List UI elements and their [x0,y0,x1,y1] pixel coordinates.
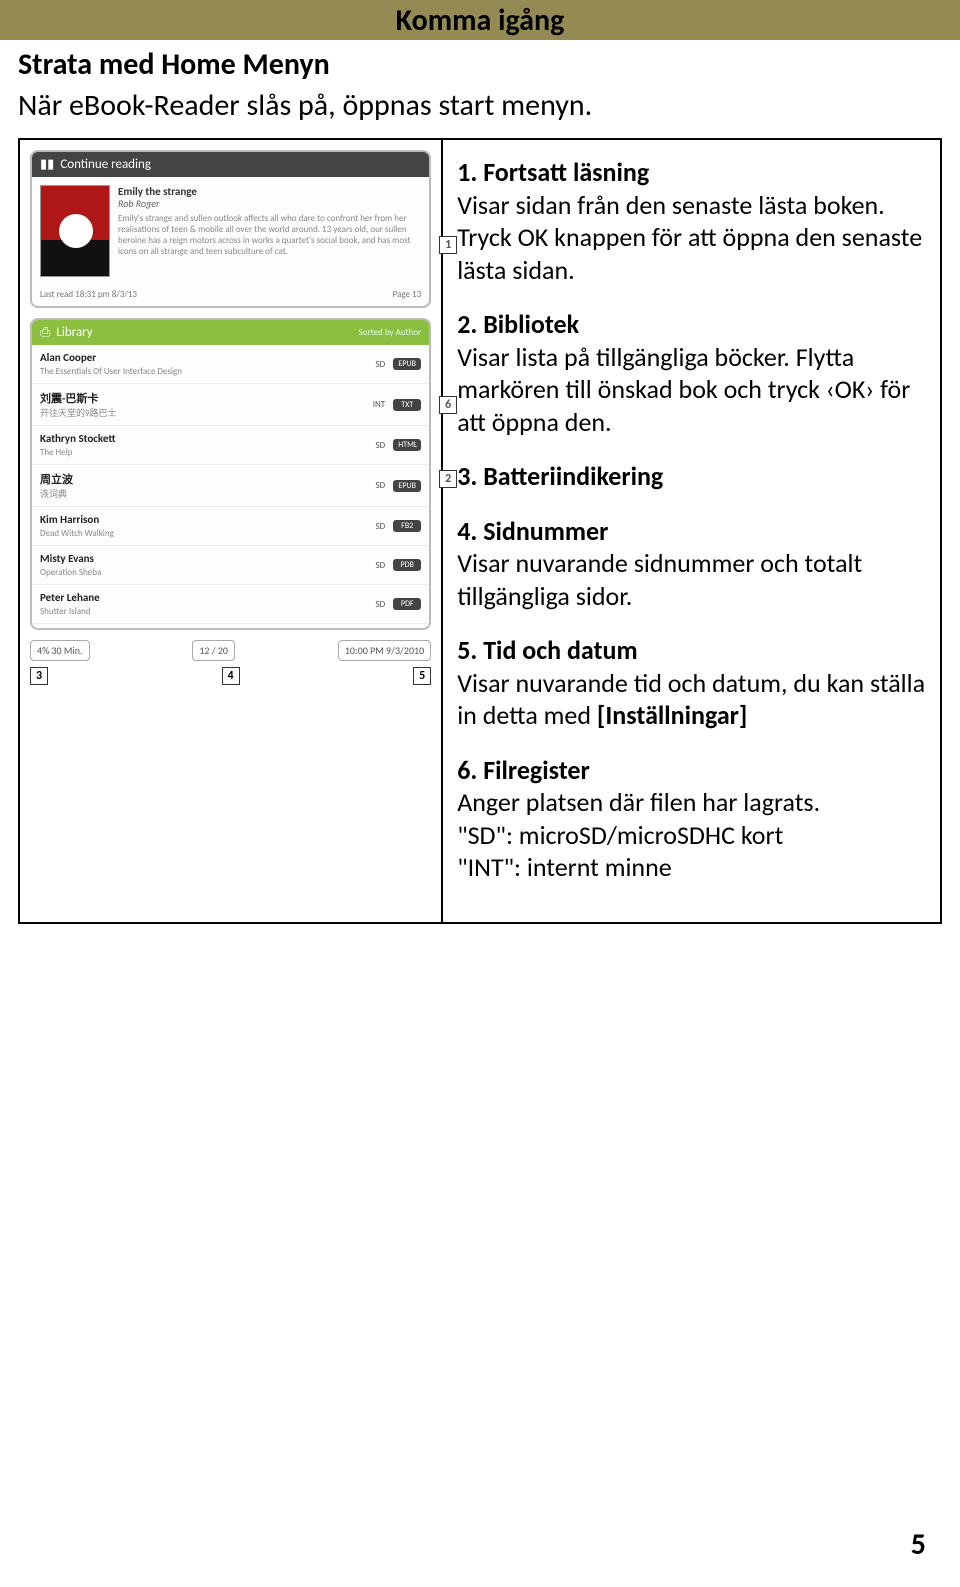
callout-4: 4 [222,667,240,685]
row-name: 周立波诙词典 [40,471,376,500]
row-format: PDF [393,598,421,610]
row-format: TXT [393,399,421,411]
description-title: 5. Tid och datum [457,634,637,666]
banner-title: Komma igång [396,2,565,39]
row-location: SD [376,560,386,571]
description-body-line: Anger platsen där filen har lagrats. [457,786,820,818]
row-location: SD [376,440,386,451]
description-title: 2. Bibliotek [457,308,579,340]
library-sort: Sorted by Author [359,327,422,338]
status-row: 4% 30 Min. 12 / 20 10:00 PM 9/3/2010 [30,640,431,661]
library-panel: ⎙ Library Sorted by Author Alan CooperTh… [30,318,431,630]
library-row: Kim HarrisonDead Witch WalkingSD FB2 [32,507,429,546]
pages-box: 12 / 20 [192,640,235,661]
content-table: ▮▮ Continue reading Emily the strange Ro… [18,138,942,924]
description-title: 4. Sidnummer [457,515,608,547]
row-format: EPUB [393,480,421,492]
row-format: EPUB [393,358,421,370]
row-location: SD [376,521,386,532]
description-body-line: Visar nuvarande tid och datum, du kan st… [457,667,925,732]
row-location: SD [376,359,386,370]
library-row: 刘震-巴斯卡开往天堂的9路巴士INT TXT [32,384,429,426]
row-name: Alan CooperThe Essentials Of User Interf… [40,351,376,377]
callout-1: 1 [439,236,457,254]
description-item: 5. Tid och datumVisar nuvarande tid och … [457,634,926,732]
page-info: Page 13 [393,289,422,300]
description-title: 6. Filregister [457,754,590,786]
row-format: PDB [393,559,421,571]
book-icon: ▮▮ [40,157,54,172]
description-item: 4. SidnummerVisar nuvarande sidnummer oc… [457,515,926,613]
description-body-line: Visar nuvarande sidnummer och totalt til… [457,547,862,612]
description-body-line: Visar sidan från den senaste lästa boken… [457,189,922,286]
clock-text: 10:00 PM 9/3/2010 [345,644,424,657]
row-name: 刘震-巴斯卡开往天堂的9路巴士 [40,390,373,419]
description-cell: 1. Fortsatt läsningVisar sidan från den … [443,140,940,922]
library-row: Kathryn StockettThe HelpSD HTML [32,426,429,465]
row-format: FB2 [393,520,421,532]
library-row: Peter LehaneShutter IslandSD PDF [32,585,429,624]
row-location: SD [376,599,386,610]
clock-box: 10:00 PM 9/3/2010 [338,640,431,661]
description-body-line: "INT": internt minne [457,851,672,883]
row-name: Misty EvansOperation Sheba [40,552,376,578]
library-row: Alan CooperThe Essentials Of User Interf… [32,345,429,384]
row-name: Peter LehaneShutter Island [40,591,376,617]
callout-5: 5 [413,667,431,685]
screenshot-cell: ▮▮ Continue reading Emily the strange Ro… [20,140,443,922]
continue-reading-panel: ▮▮ Continue reading Emily the strange Ro… [30,150,431,308]
description-item: 6. FilregisterAnger platsen där filen ha… [457,754,926,884]
last-read: Last read 18:31 pm 8/3/13 [40,289,137,300]
description-title: 3. Batteriindikering [457,460,663,492]
row-name: Kathryn StockettThe Help [40,432,376,458]
library-row: Misty EvansOperation ShebaSD PDB [32,546,429,585]
book-title: Emily the strange [118,185,421,198]
library-row: 周立波诙词典SD EPUB [32,465,429,507]
library-icon: ⎙ [40,325,50,340]
description-item: 3. Batteriindikering [457,460,926,493]
section-banner: Komma igång [0,0,960,40]
book-cover-thumb [40,185,110,277]
description-body-line: "SD": microSD/microSDHC kort [457,819,783,851]
description-body-line: Visar lista på tillgängliga böcker. Flyt… [457,341,910,438]
library-header: ⎙ Library Sorted by Author [32,320,429,345]
continue-header: ▮▮ Continue reading [32,152,429,177]
callout-3: 3 [30,667,48,685]
description-item: 1. Fortsatt läsningVisar sidan från den … [457,156,926,286]
callout-2: 2 [439,470,457,488]
book-description: Emily's strange and sullen outlook affec… [118,213,411,256]
row-location: SD [376,480,386,491]
page-heading: Strata med Home Menyn [0,40,960,83]
row-name: Kim HarrisonDead Witch Walking [40,513,376,539]
book-author: Rob Roger [118,198,421,210]
page-number: 5 [911,1526,926,1563]
continue-header-text: Continue reading [60,157,151,172]
battery-text: 4% 30 Min. [37,644,83,657]
callout-6: 6 [439,396,457,414]
row-format: HTML [393,439,421,451]
library-header-text: Library [56,325,352,340]
description-title: 1. Fortsatt läsning [457,156,649,188]
battery-box: 4% 30 Min. [30,640,90,661]
row-location: INT [373,399,385,410]
book-blurb: Emily the strange Rob Roger Emily's stra… [118,185,421,277]
page-subline: När eBook-Reader slås på, öppnas start m… [0,83,960,138]
pages-text: 12 / 20 [199,644,228,657]
description-item: 2. BibliotekVisar lista på tillgängliga … [457,308,926,438]
